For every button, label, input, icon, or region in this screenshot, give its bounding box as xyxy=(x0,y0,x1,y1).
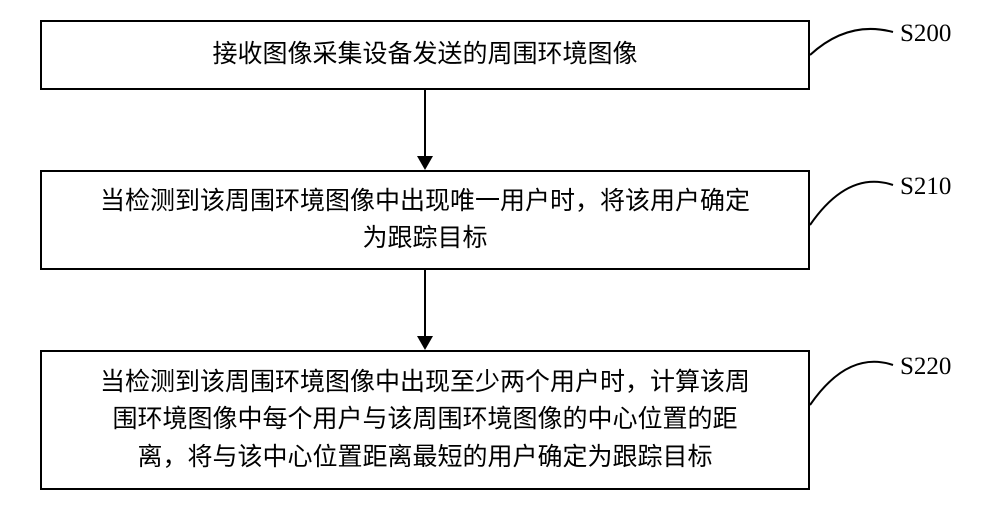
flowchart-container: 接收图像采集设备发送的周围环境图像 S200 当检测到该周围环境图像中出现唯一用… xyxy=(40,20,960,510)
arrow-line-2 xyxy=(424,270,426,336)
curve-s220 xyxy=(808,350,898,430)
step-text-s220: 当检测到该周围环境图像中出现至少两个用户时，计算该周 围环境图像中每个用户与该周… xyxy=(90,364,760,477)
step-box-s220: 当检测到该周围环境图像中出现至少两个用户时，计算该周 围环境图像中每个用户与该周… xyxy=(40,350,810,490)
arrow-head-2 xyxy=(417,336,433,350)
curve-s210 xyxy=(808,170,898,250)
step-box-s210: 当检测到该周围环境图像中出现唯一用户时，将该用户确定 为跟踪目标 xyxy=(40,170,810,270)
arrow-head-1 xyxy=(417,156,433,170)
curve-s200 xyxy=(808,20,898,90)
step-box-s200: 接收图像采集设备发送的周围环境图像 xyxy=(40,20,810,90)
step-label-s200: S200 xyxy=(900,20,951,48)
step-label-s220: S220 xyxy=(900,353,951,381)
arrow-line-1 xyxy=(424,90,426,156)
step-label-s210: S210 xyxy=(900,173,951,201)
step-text-s200: 接收图像采集设备发送的周围环境图像 xyxy=(202,36,647,74)
step-text-s210: 当检测到该周围环境图像中出现唯一用户时，将该用户确定 为跟踪目标 xyxy=(90,183,760,258)
